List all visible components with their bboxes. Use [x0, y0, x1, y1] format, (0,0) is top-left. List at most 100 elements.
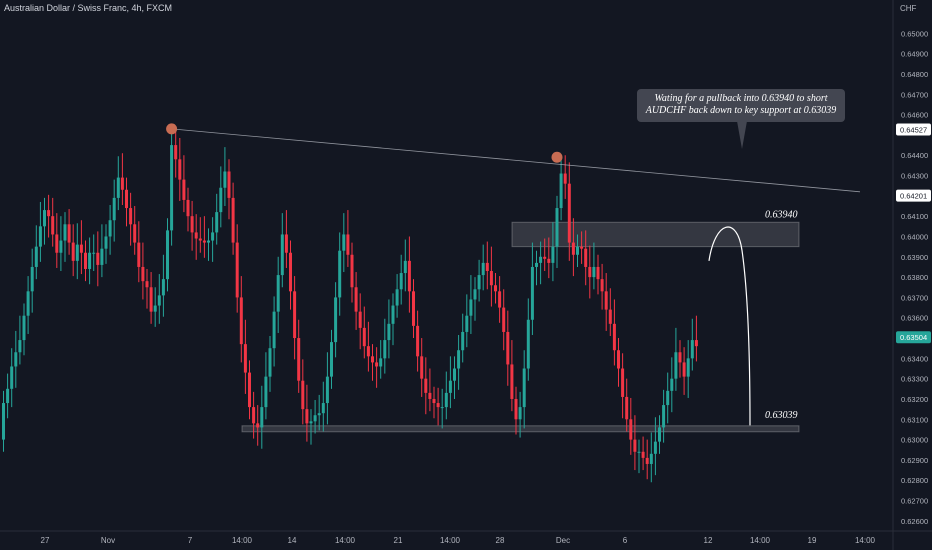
candle-body: [580, 246, 584, 249]
candle-body: [354, 287, 358, 312]
candle-body: [362, 327, 366, 347]
candle-body: [444, 392, 448, 408]
candle-body: [387, 323, 391, 341]
candle-body: [469, 299, 473, 316]
candle-body: [371, 356, 374, 363]
candle-body: [96, 252, 100, 265]
candle-body: [145, 281, 149, 288]
candle-body: [608, 309, 612, 324]
candle-body: [653, 441, 657, 454]
candle-body: [604, 291, 608, 310]
candle-body: [43, 210, 46, 227]
candle-body: [2, 403, 5, 440]
time-axis: 27 Nov 7 14:00 14 14:00 21 14:00 28 Dec 6 12 14:00 19…: [41, 536, 876, 545]
price-tick-label: 0.64600: [901, 111, 928, 120]
time-tick-label: 14:00: [750, 536, 771, 545]
candle-body: [453, 368, 456, 381]
candle-body: [567, 183, 571, 243]
candle-body: [239, 297, 243, 345]
price-tick-label: 0.63200: [901, 395, 928, 404]
candle-body: [63, 224, 67, 241]
candle-body: [330, 342, 333, 377]
price-axis: 0.65000 0.64900 0.64800 0.64700 0.64600 0.644…: [896, 29, 931, 526]
candle-body: [555, 208, 559, 247]
candle-body: [248, 372, 251, 408]
candle-body: [674, 352, 678, 379]
candle-body: [317, 413, 321, 416]
candle-body: [440, 407, 444, 409]
candle-body: [137, 242, 141, 267]
candle-body: [108, 220, 112, 237]
candle-body: [666, 390, 670, 406]
price-tick-label: 0.62900: [901, 456, 928, 465]
candle-body: [116, 177, 120, 198]
candle-body: [510, 364, 514, 399]
callout-pointer: [737, 121, 747, 149]
candle-body: [186, 199, 190, 217]
chart-title: Australian Dollar / Swiss Franc, 4h, FXC…: [4, 3, 173, 13]
time-tick-label: 14: [288, 536, 297, 545]
price-label-box: [896, 123, 931, 136]
candle-body: [375, 362, 379, 367]
candle-body: [26, 291, 30, 316]
price-tick-label: 0.63000: [901, 436, 928, 445]
time-tick-label: Nov: [101, 536, 115, 545]
price-tick-label: 0.64700: [901, 90, 928, 99]
candle-body: [309, 421, 313, 424]
candle-body: [346, 234, 350, 255]
candle-body: [539, 256, 543, 263]
candle-body: [276, 275, 280, 312]
candle-body: [334, 297, 338, 343]
trade-idea-callout: Wating for a pullback into 0.63940 to sh…: [637, 89, 845, 122]
candle-body: [280, 234, 284, 276]
candle-body: [104, 236, 108, 249]
candle-body: [59, 240, 63, 253]
price-tick-label: 0.62800: [901, 476, 928, 485]
candle-body: [686, 358, 690, 377]
candle-body: [633, 439, 637, 452]
price-tick-label: 0.63900: [901, 253, 928, 262]
candlesticks: [2, 126, 698, 483]
time-tick-label: 28: [496, 536, 505, 545]
candle-body: [600, 279, 604, 292]
candle-body: [149, 287, 153, 312]
candle-body: [321, 403, 325, 414]
time-tick-label: 14:00: [855, 536, 876, 545]
candle-body: [88, 252, 92, 269]
candle-body: [129, 208, 133, 225]
price-label-box: [896, 331, 931, 344]
candle-body: [641, 451, 645, 458]
time-tick-label: 19: [808, 536, 817, 545]
candle-body: [84, 252, 87, 269]
candle-body: [621, 368, 625, 397]
candle-body: [211, 232, 215, 241]
candle-body: [535, 262, 538, 267]
candle-body: [338, 250, 342, 298]
time-tick-label: 7: [188, 536, 193, 545]
candle-body: [625, 396, 629, 420]
time-tick-label: 12: [704, 536, 713, 545]
candle-body: [518, 407, 522, 420]
candle-body: [526, 319, 530, 369]
forecast-path: [708, 226, 751, 426]
candle-body: [305, 409, 309, 424]
candle-body: [141, 266, 145, 282]
candle-body: [358, 311, 362, 328]
candle-body: [612, 323, 616, 351]
candle-body: [465, 315, 469, 332]
candle-body: [576, 246, 579, 255]
candle-body: [293, 291, 297, 339]
candle-body: [252, 407, 256, 424]
candle-body: [391, 305, 395, 324]
candle-body: [379, 358, 383, 367]
candle-body: [617, 350, 620, 369]
candle-body: [272, 311, 276, 349]
candle-body: [182, 179, 186, 200]
candle-body: [264, 376, 268, 408]
candle-body: [473, 289, 477, 300]
candle-body: [588, 266, 592, 278]
candle-body: [231, 197, 235, 243]
candle-body: [498, 291, 502, 308]
